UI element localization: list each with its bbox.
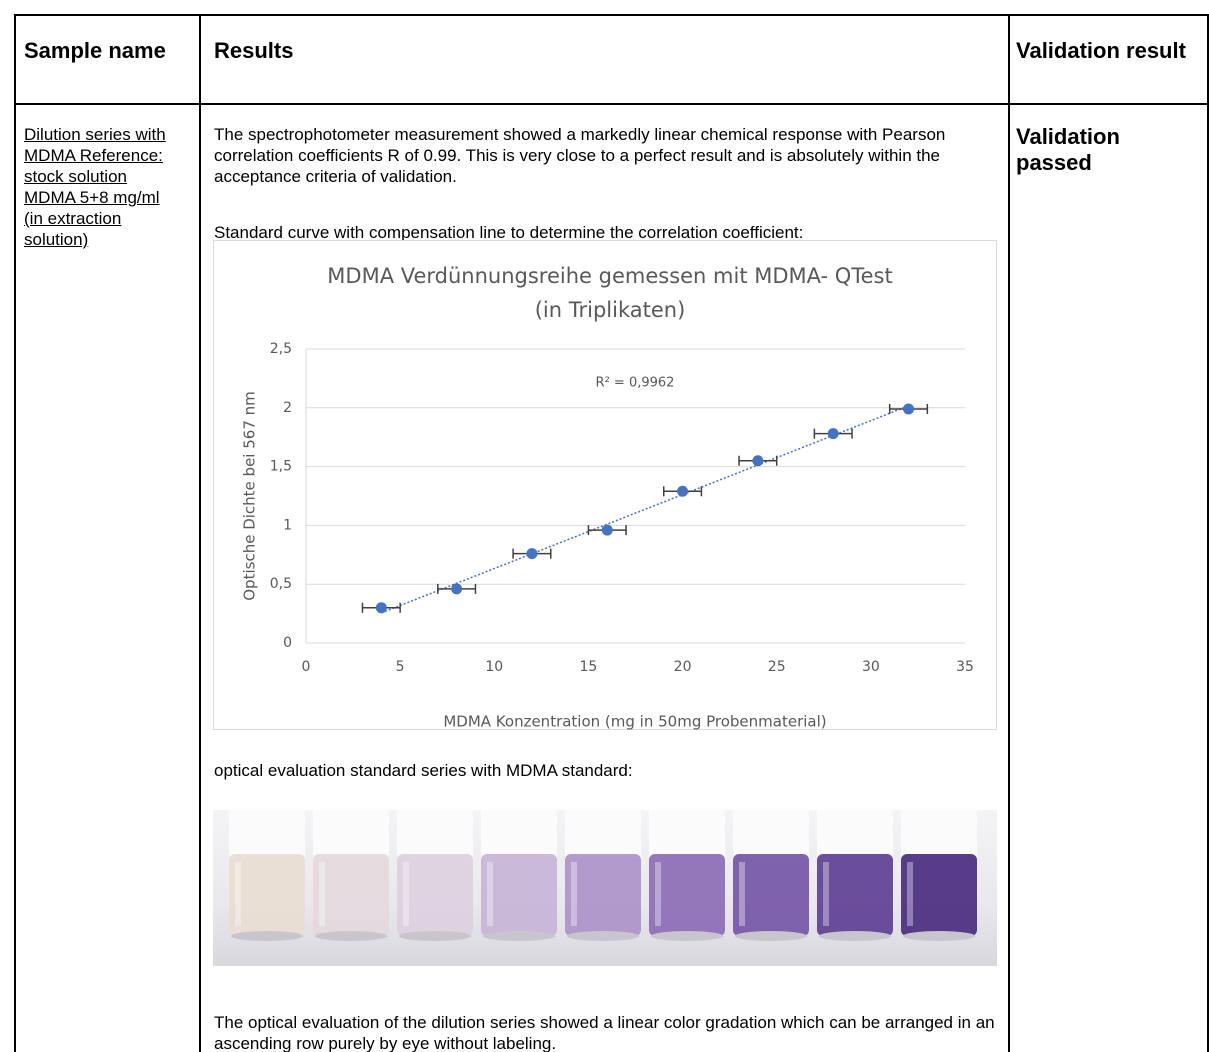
vial-base — [903, 931, 975, 941]
x-tick-label: 25 — [768, 659, 786, 675]
point — [376, 602, 387, 613]
x-axis-label: MDMA Konzentration (mg in 50mg Probenmat… — [443, 713, 826, 731]
point — [828, 428, 839, 439]
chart-title: MDMA Verdünnungsreihe gemessen mit MDMA-… — [327, 264, 892, 288]
point — [451, 583, 462, 594]
point — [903, 403, 914, 414]
x-tick-label: 30 — [862, 659, 880, 675]
sample-name: Dilution series with MDMA Reference: sto… — [24, 124, 182, 250]
vial-base — [567, 931, 639, 941]
vial-shine — [739, 862, 745, 926]
vial-base — [819, 931, 891, 941]
paragraph: The optical evaluation of the dilution s… — [214, 1012, 1004, 1052]
vial-cap — [229, 810, 305, 858]
vial-base — [483, 931, 555, 941]
chart: MDMA Verdünnungsreihe gemessen mit MDMA-… — [213, 240, 997, 730]
vial-cap — [733, 810, 809, 858]
page: Sample name Results Validation result Di… — [0, 0, 1209, 1052]
y-tick-label: 1,5 — [270, 459, 292, 475]
vial-cap — [313, 810, 389, 858]
x-tick-label: 5 — [396, 659, 405, 675]
vial-shine — [655, 862, 661, 926]
vial-shine — [403, 862, 409, 926]
border — [14, 14, 16, 1052]
y-tick-label: 0,5 — [270, 576, 292, 592]
vial-cap — [481, 810, 557, 858]
vial-base — [651, 931, 723, 941]
x-tick-label: 0 — [302, 659, 311, 675]
x-tick-label: 20 — [674, 659, 692, 675]
vial-base — [231, 931, 303, 941]
annotation: R² = 0,9962 — [596, 376, 675, 391]
header: Validation result — [1016, 38, 1186, 64]
validation: Validation passed — [1016, 124, 1186, 176]
vial-base — [735, 931, 807, 941]
vial-cap — [397, 810, 473, 858]
border — [14, 103, 1209, 105]
chart-title: (in Triplikaten) — [535, 298, 686, 322]
border — [199, 14, 201, 1052]
point — [677, 486, 688, 497]
vial-base — [399, 931, 471, 941]
header: Results — [214, 38, 293, 64]
y-axis-label: Optische Dichte bei 567 nm — [241, 391, 259, 601]
vial-shine — [907, 862, 913, 926]
vial-cap — [649, 810, 725, 858]
header: Sample name — [24, 38, 174, 64]
vial-cap — [901, 810, 977, 858]
x-tick-label: 10 — [485, 659, 503, 675]
point — [602, 525, 613, 536]
x-tick-label: 15 — [580, 659, 598, 675]
vial-cap — [817, 810, 893, 858]
vial-shine — [487, 862, 493, 926]
border — [14, 14, 1209, 16]
vial-shine — [319, 862, 325, 926]
photo — [213, 810, 997, 966]
paragraph: The spectrophotometer measurement showed… — [214, 124, 1014, 187]
vial-shine — [823, 862, 829, 926]
vial-cap — [565, 810, 641, 858]
y-tick-label: 1 — [283, 517, 292, 533]
y-tick-label: 2 — [283, 400, 292, 416]
point — [752, 455, 763, 466]
vial-shine — [571, 862, 577, 926]
y-tick-label: 0 — [283, 635, 292, 651]
point — [526, 548, 537, 559]
caption: optical evaluation standard series with … — [214, 760, 1004, 781]
vial-shine — [235, 862, 241, 926]
x-tick-label: 35 — [956, 659, 974, 675]
vial-base — [315, 931, 387, 941]
y-tick-label: 2,5 — [270, 341, 292, 357]
